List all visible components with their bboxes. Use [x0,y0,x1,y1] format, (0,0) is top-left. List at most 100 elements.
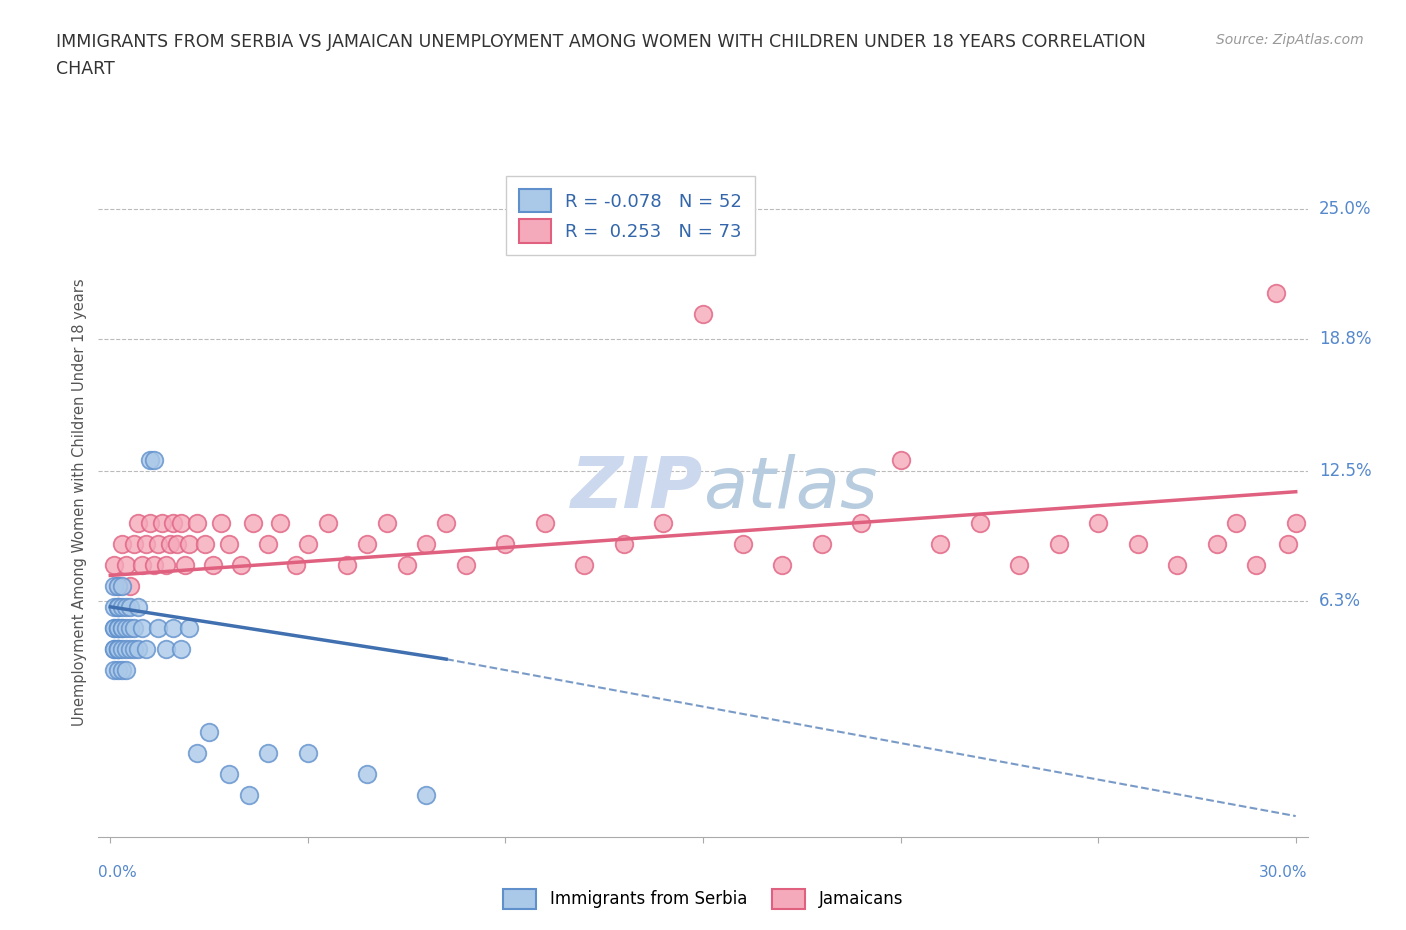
Point [297,537,319,551]
Point [103,558,125,573]
Point [111,537,134,551]
Point [131,558,153,573]
Point [198,725,221,740]
Point [1265,286,1288,300]
Point [810,537,832,551]
Point [179,537,201,551]
Legend: Immigrants from Serbia, Jamaicans: Immigrants from Serbia, Jamaicans [496,882,910,916]
Point [122,620,145,635]
Point [142,453,165,468]
Text: 12.5%: 12.5% [1319,462,1371,480]
Point [395,558,418,573]
Point [849,516,872,531]
Point [118,642,141,657]
Point [139,516,162,531]
Point [122,642,145,657]
Point [356,766,378,781]
Point [107,600,129,615]
Point [135,537,157,551]
Point [107,620,129,635]
Point [115,620,138,635]
Point [103,642,125,657]
Point [162,516,184,531]
Point [115,662,138,677]
Point [1047,537,1070,551]
Point [297,746,319,761]
Point [135,642,157,657]
Point [174,558,197,573]
Point [269,516,291,531]
Point [1244,558,1267,573]
Point [336,558,359,573]
Point [159,537,181,551]
Point [186,746,208,761]
Point [238,788,260,803]
Point [229,558,252,573]
Text: Source: ZipAtlas.com: Source: ZipAtlas.com [1216,33,1364,46]
Point [285,558,308,573]
Point [692,307,714,322]
Point [929,537,952,551]
Point [166,537,188,551]
Point [454,558,477,573]
Point [103,620,125,635]
Point [107,642,129,657]
Point [111,642,134,657]
Point [574,558,596,573]
Y-axis label: Unemployment Among Women with Children Under 18 years: Unemployment Among Women with Children U… [72,278,87,726]
Point [257,537,280,551]
Text: 30.0%: 30.0% [1260,865,1308,880]
Point [122,537,145,551]
Point [155,642,177,657]
Text: 25.0%: 25.0% [1319,200,1371,219]
Point [111,578,134,593]
Point [103,620,125,635]
Point [356,537,378,551]
Point [111,620,134,635]
Point [162,620,184,635]
Point [115,642,138,657]
Point [146,620,169,635]
Point [107,620,129,635]
Point [103,662,125,677]
Point [103,642,125,657]
Point [107,600,129,615]
Text: ZIP: ZIP [571,455,703,524]
Point [1087,516,1109,531]
Point [770,558,793,573]
Point [115,600,138,615]
Text: IMMIGRANTS FROM SERBIA VS JAMAICAN UNEMPLOYMENT AMONG WOMEN WITH CHILDREN UNDER : IMMIGRANTS FROM SERBIA VS JAMAICAN UNEMP… [56,33,1146,50]
Point [218,766,240,781]
Point [127,600,149,615]
Point [218,537,240,551]
Point [107,578,129,593]
Point [150,516,173,531]
Point [257,746,280,761]
Text: 6.3%: 6.3% [1319,591,1361,609]
Point [1285,516,1308,531]
Point [170,516,193,531]
Point [170,642,193,657]
Point [613,537,636,551]
Point [118,578,141,593]
Point [107,620,129,635]
Point [415,537,437,551]
Point [890,453,912,468]
Point [209,516,232,531]
Point [127,642,149,657]
Point [155,558,177,573]
Point [534,516,557,531]
Point [415,788,437,803]
Point [194,537,217,551]
Point [111,600,134,615]
Point [107,642,129,657]
Point [111,620,134,635]
Point [1166,558,1188,573]
Point [969,516,991,531]
Point [127,516,149,531]
Point [118,620,141,635]
Point [242,516,264,531]
Point [103,600,125,615]
Point [652,516,675,531]
Text: 18.8%: 18.8% [1319,330,1371,348]
